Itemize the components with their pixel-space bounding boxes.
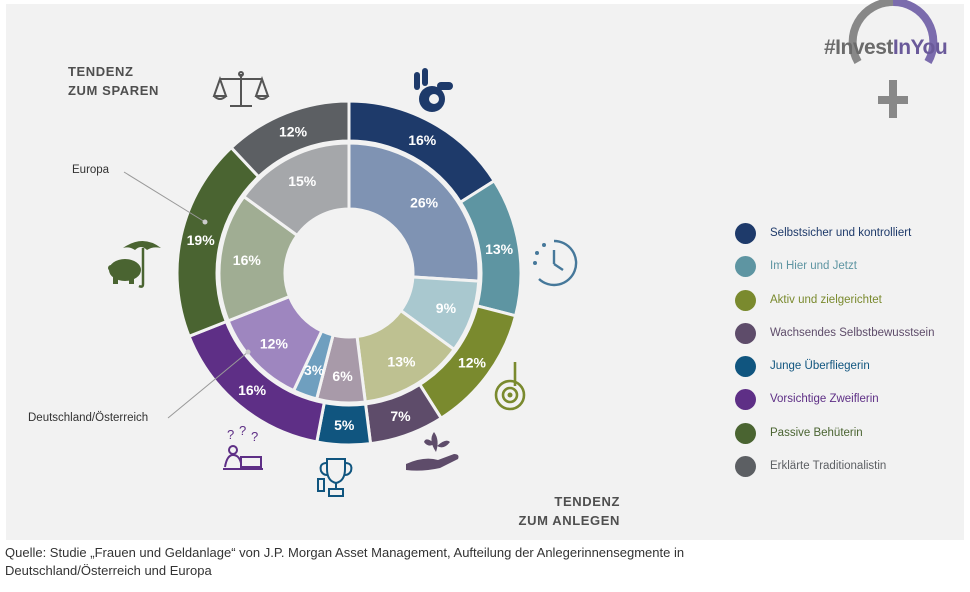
tendency-invest-label: TENDENZ ZUM ANLEGEN	[518, 492, 620, 530]
inner-value-label-6: 16%	[233, 252, 262, 268]
de-at-leader-dot	[245, 349, 251, 355]
legend-swatch	[735, 223, 756, 244]
inner-value-label-4: 3%	[304, 362, 325, 378]
tendency-invest-line1: TENDENZ	[554, 494, 620, 509]
outer-value-label-1: 13%	[485, 241, 514, 257]
legend-label: Vorsichtige Zweiflerin	[770, 393, 879, 406]
svg-text:?: ?	[251, 429, 258, 444]
inner-value-label-2: 13%	[387, 354, 416, 370]
outer-value-label-0: 16%	[408, 132, 437, 148]
legend-swatch	[735, 422, 756, 444]
inner-value-label-0: 26%	[410, 194, 439, 210]
outer-ring	[175, 99, 523, 447]
caption-line1: Quelle: Studie „Frauen und Geldanlage“ v…	[5, 545, 685, 560]
inner-segment-7	[241, 141, 351, 238]
svg-text:?: ?	[239, 425, 246, 438]
europe-leader-dot	[202, 219, 208, 225]
inner-labels: 26% 9% 13% 6% 3% 12% 16% 15%	[233, 173, 457, 384]
tendency-save-line1: TENDENZ	[68, 64, 134, 79]
doubt-person-icon: ? ? ?	[223, 425, 263, 470]
legend-swatch	[735, 389, 756, 411]
tendency-save-line2: ZUM SPAREN	[68, 83, 159, 98]
outer-labels: 16% 13% 12% 7% 5% 16% 19% 12%	[187, 124, 514, 433]
legend-label: Junge Überfliegerin	[770, 360, 870, 373]
legend-label: Selbstsicher und kontrolliert	[770, 227, 912, 239]
plant-hand-icon	[406, 432, 459, 471]
inner-segment-0	[347, 141, 481, 283]
europe-label: Europa	[72, 164, 110, 176]
tendency-invest-line2: ZUM ANLEGEN	[518, 513, 620, 528]
inner-value-label-7: 15%	[288, 173, 317, 189]
de-at-label: Deutschland/Österreich	[28, 412, 149, 424]
inner-value-label-5: 12%	[260, 336, 289, 352]
target-icon	[494, 362, 526, 411]
outer-value-label-5: 16%	[238, 382, 267, 398]
ok-hand-icon	[414, 68, 453, 112]
outer-value-label-7: 12%	[279, 124, 308, 140]
legend-swatch	[735, 289, 756, 311]
europe-leader-line	[123, 171, 206, 223]
de-at-leader-line	[167, 351, 249, 419]
outer-value-label-4: 5%	[334, 417, 355, 433]
legend-swatch	[735, 456, 756, 478]
source-caption: Quelle: Studie „Frauen und Geldanlage“ v…	[5, 544, 905, 580]
legend-label: Im Hier und Jetzt	[770, 260, 857, 273]
scale-icon	[212, 71, 270, 107]
outer-value-label-6: 19%	[187, 232, 216, 248]
legend-swatch	[735, 356, 756, 378]
legend-label: Passive Behüterin	[770, 426, 863, 439]
inner-value-label-1: 9%	[436, 300, 457, 316]
legend-label: Wachsendes Selbstbewusstsein	[770, 326, 935, 339]
brand-hashtag: #InvestInYou	[824, 36, 948, 59]
trophy-icon	[317, 458, 353, 497]
clock-icon	[533, 239, 578, 287]
legend-label: Aktiv und zielgerichtet	[770, 293, 882, 306]
inner-ring	[217, 141, 481, 405]
venus-symbol-icon	[848, 0, 938, 118]
outer-value-label-3: 7%	[390, 408, 411, 424]
caption-line2: Deutschland/Österreich und Europa	[5, 563, 212, 578]
piggy-umbrella-icon	[108, 241, 161, 288]
outer-segment-7	[229, 99, 351, 179]
tendency-save-label: TENDENZ ZUM SPAREN	[68, 62, 159, 100]
svg-text:?: ?	[227, 427, 234, 442]
outer-value-label-2: 12%	[458, 354, 487, 370]
inner-value-label-3: 6%	[332, 368, 353, 384]
legend-swatch	[735, 256, 756, 278]
legend-swatch	[735, 322, 756, 344]
legend-label: Erklärte Traditionalistin	[770, 460, 887, 473]
